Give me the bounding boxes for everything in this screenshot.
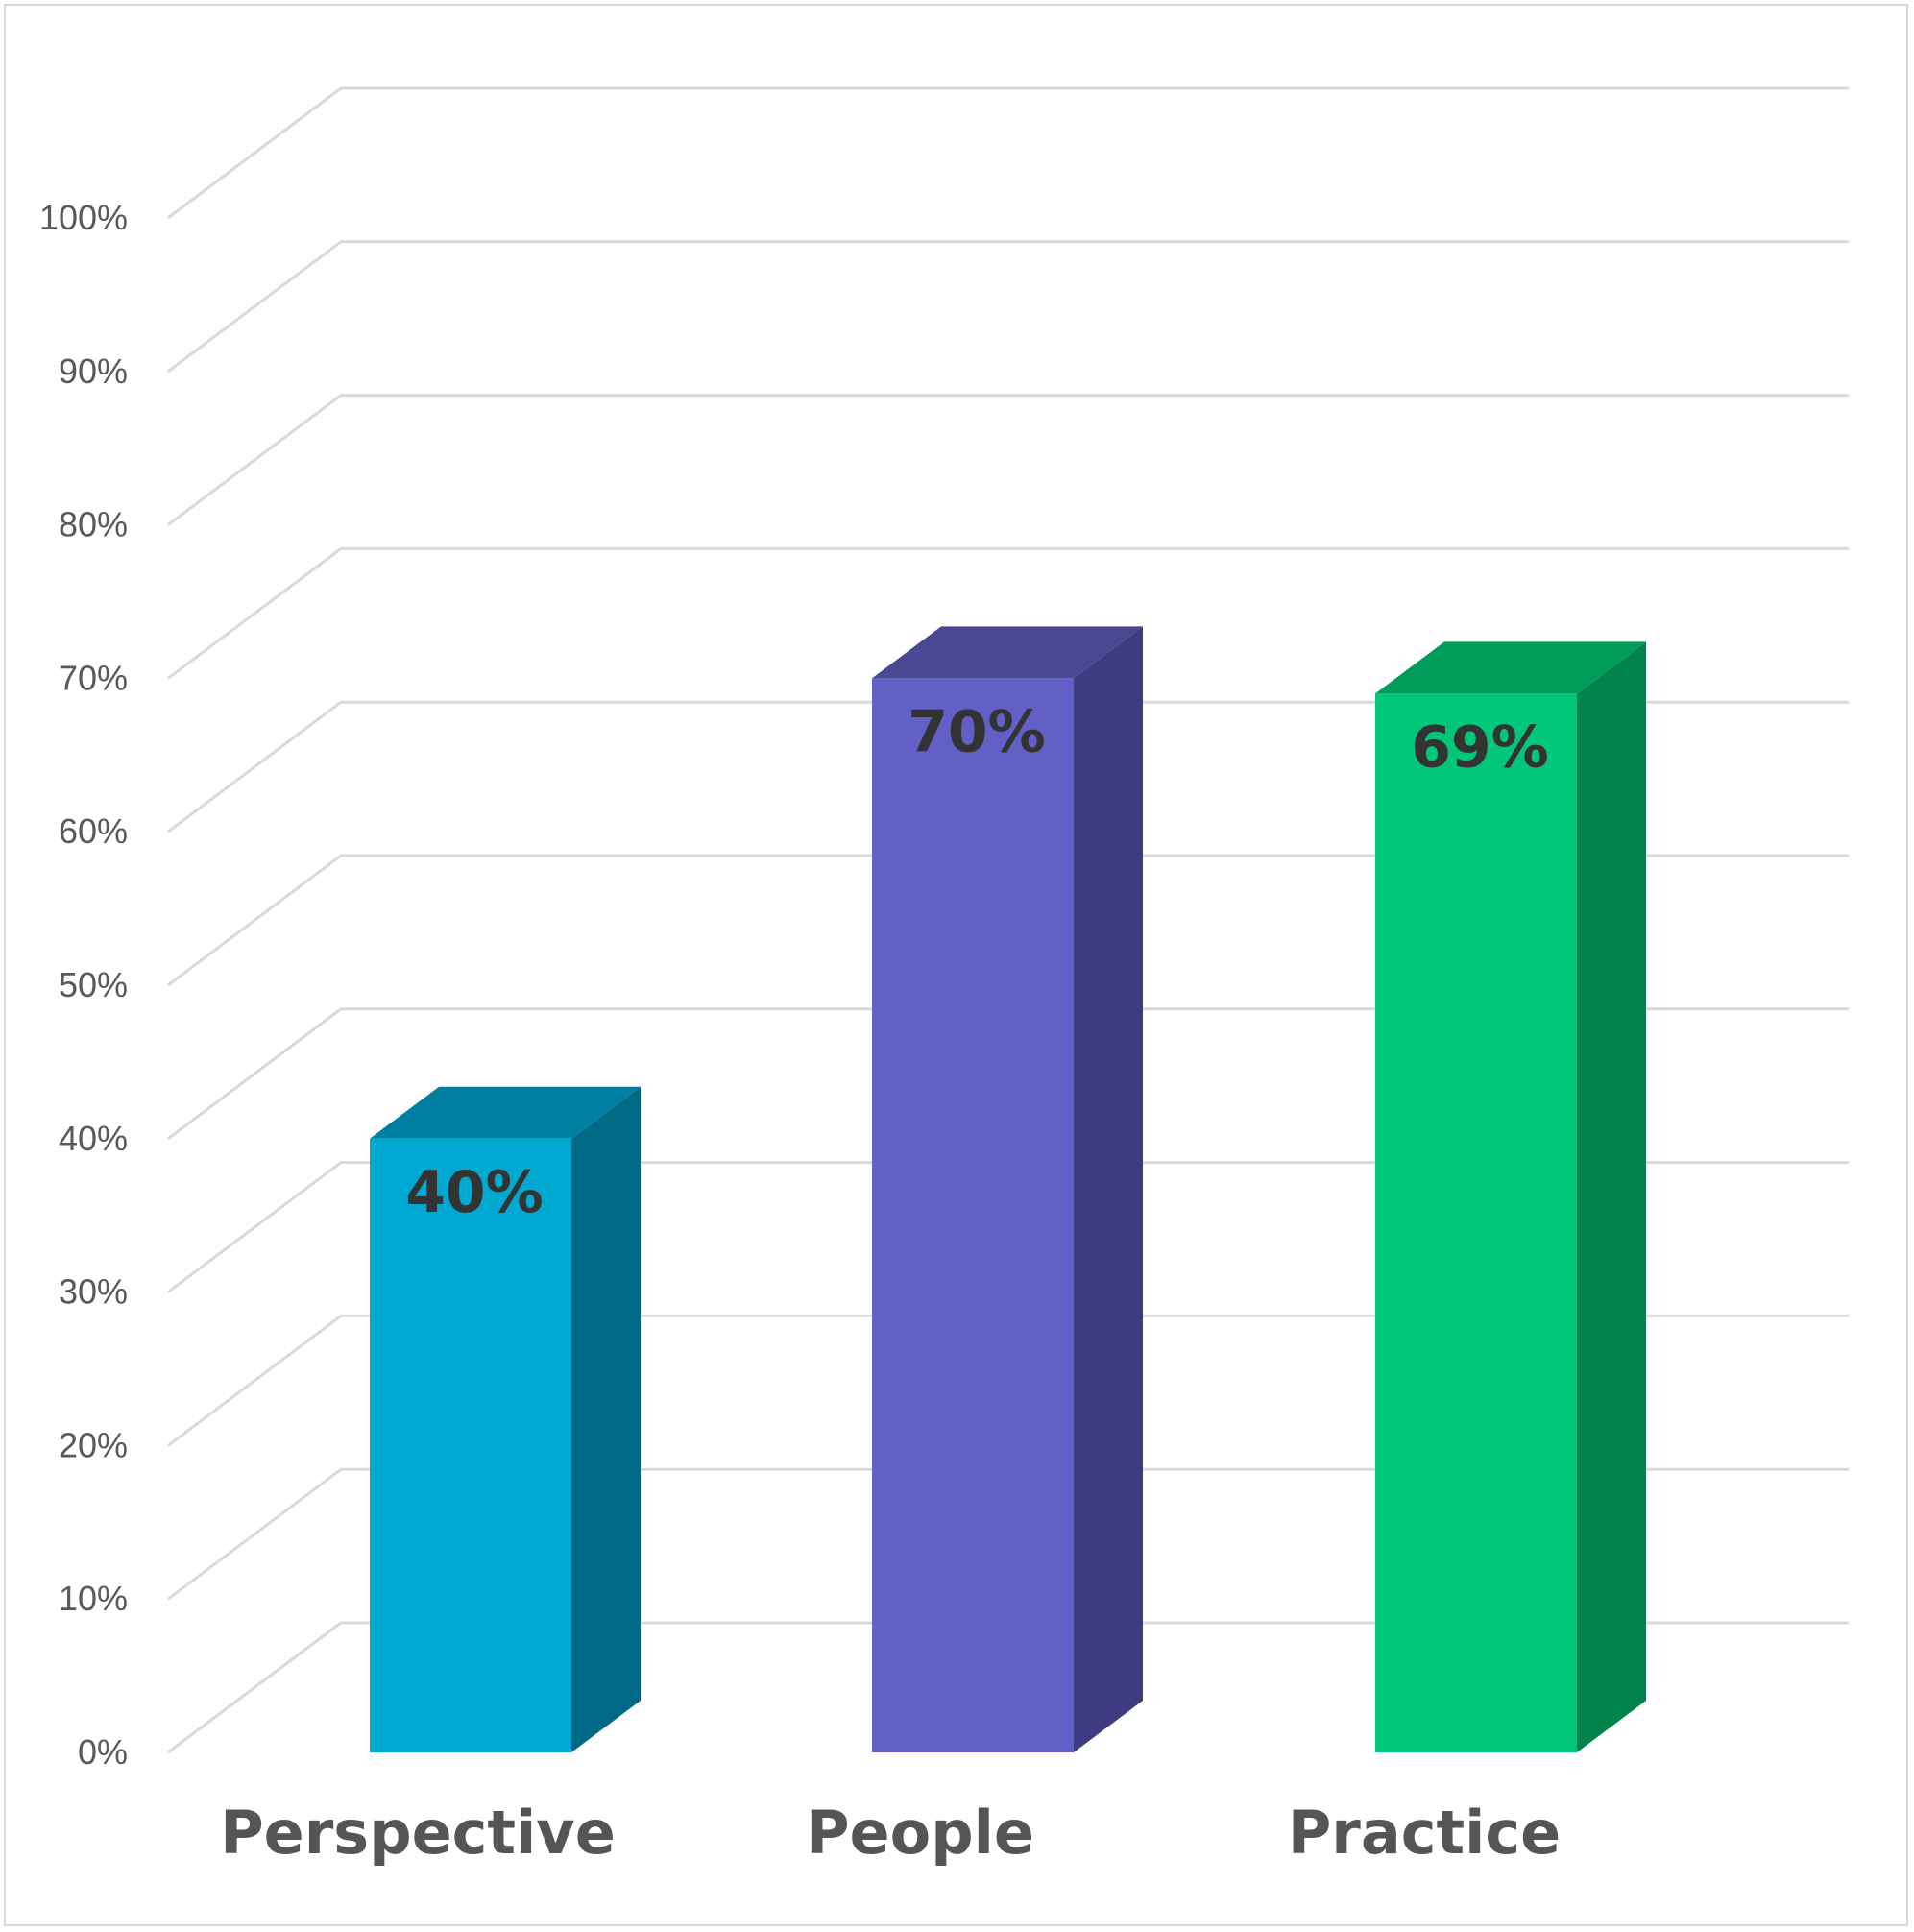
y-tick-label: 40% bbox=[59, 1119, 128, 1158]
bar-perspective: 40% bbox=[370, 1086, 641, 1752]
bars: 40% 70% 69% bbox=[370, 626, 1646, 1752]
bar-people: 70% bbox=[872, 626, 1143, 1752]
gridline bbox=[167, 1314, 1849, 1447]
bar-side-face bbox=[571, 1086, 641, 1752]
gridline bbox=[167, 854, 1849, 987]
y-tick-label: 20% bbox=[59, 1425, 128, 1464]
bar-front-face bbox=[1375, 693, 1577, 1752]
y-tick-label: 0% bbox=[78, 1732, 128, 1772]
gridline bbox=[167, 240, 1849, 373]
data-label: 40% bbox=[405, 1159, 544, 1226]
gridline bbox=[167, 546, 1849, 680]
data-label: 70% bbox=[908, 698, 1046, 765]
x-category-label: Perspective bbox=[220, 1798, 616, 1868]
y-tick-label: 100% bbox=[39, 198, 128, 237]
gridline bbox=[167, 700, 1849, 833]
bar-top-face bbox=[370, 1086, 641, 1139]
y-tick-label: 50% bbox=[59, 965, 128, 1004]
gridline bbox=[167, 1161, 1849, 1293]
gridline bbox=[167, 1007, 1849, 1140]
y-tick-label: 90% bbox=[59, 351, 128, 391]
x-category-label: Practice bbox=[1288, 1798, 1561, 1868]
bar-side-face bbox=[1074, 626, 1143, 1752]
data-label: 69% bbox=[1411, 713, 1549, 781]
gridline bbox=[167, 86, 1849, 220]
x-category-label: People bbox=[806, 1798, 1034, 1868]
y-axis-ticks: 0% 10% 20% 30% 40% 50% 60% 70% 80% 90% 100% bbox=[39, 198, 128, 1772]
y-tick-label: 10% bbox=[59, 1579, 128, 1618]
y-tick-label: 70% bbox=[59, 658, 128, 697]
y-tick-label: 30% bbox=[59, 1272, 128, 1312]
y-tick-label: 80% bbox=[59, 505, 128, 544]
bar-practice: 69% bbox=[1375, 641, 1646, 1752]
gridline bbox=[167, 1621, 1849, 1754]
gridline bbox=[167, 1467, 1849, 1601]
bar-front-face bbox=[370, 1138, 571, 1752]
gridlines bbox=[167, 86, 1849, 1754]
bar-front-face bbox=[872, 678, 1074, 1752]
bar-side-face bbox=[1577, 641, 1646, 1752]
y-tick-label: 60% bbox=[59, 811, 128, 851]
gridline bbox=[167, 394, 1849, 526]
x-axis-categories: Perspective People Practice bbox=[220, 1798, 1561, 1868]
bar-top-face bbox=[1375, 641, 1646, 694]
bar-top-face bbox=[872, 626, 1143, 679]
